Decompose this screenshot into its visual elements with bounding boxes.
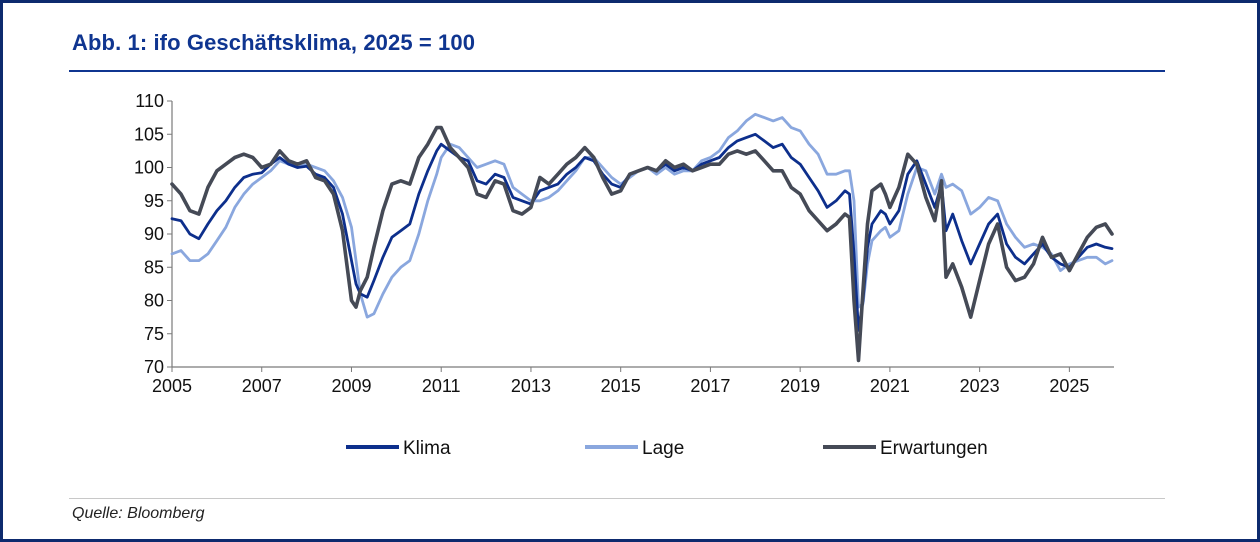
x-tick-label: 2005 (152, 376, 192, 396)
y-tick-label: 95 (144, 191, 164, 211)
series-line-erwartungen (170, 125, 1114, 363)
legend-label-lage: Lage (642, 438, 684, 459)
title-underline (69, 70, 1165, 72)
y-tick-label: 110 (135, 91, 164, 111)
x-tick-label: 2015 (601, 376, 641, 396)
footer-divider (69, 498, 1165, 499)
series-lines (170, 112, 1114, 363)
y-tick-label: 75 (144, 324, 164, 344)
x-tick-label: 2017 (690, 376, 730, 396)
x-tick-label: 2019 (780, 376, 820, 396)
legend-label-erwartungen: Erwartungen (880, 438, 988, 459)
y-tick-label: 85 (144, 257, 164, 277)
y-tick-label: 90 (144, 224, 164, 244)
legend-label-klima: Klima (403, 438, 451, 459)
x-tick-label: 2023 (960, 376, 1000, 396)
source-note: Quelle: Bloomberg (72, 505, 205, 522)
y-tick-label: 100 (134, 158, 164, 178)
series-line-klima (170, 132, 1114, 332)
x-tick-label: 2011 (422, 376, 461, 396)
y-tick-label: 70 (144, 357, 164, 377)
chart-title: Abb. 1: ifo Geschäftsklima, 2025 = 100 (72, 30, 476, 55)
x-tick-label: 2021 (870, 376, 910, 396)
series-line-lage (170, 112, 1114, 319)
x-tick-label: 2013 (511, 376, 551, 396)
legend: Klima Lage Erwartungen (346, 438, 988, 459)
y-tick-label: 80 (144, 291, 164, 311)
y-tick-label: 105 (134, 124, 164, 144)
x-tick-label: 2009 (331, 376, 371, 396)
x-tick-label: 2025 (1049, 376, 1089, 396)
x-tick-label: 2007 (242, 376, 282, 396)
